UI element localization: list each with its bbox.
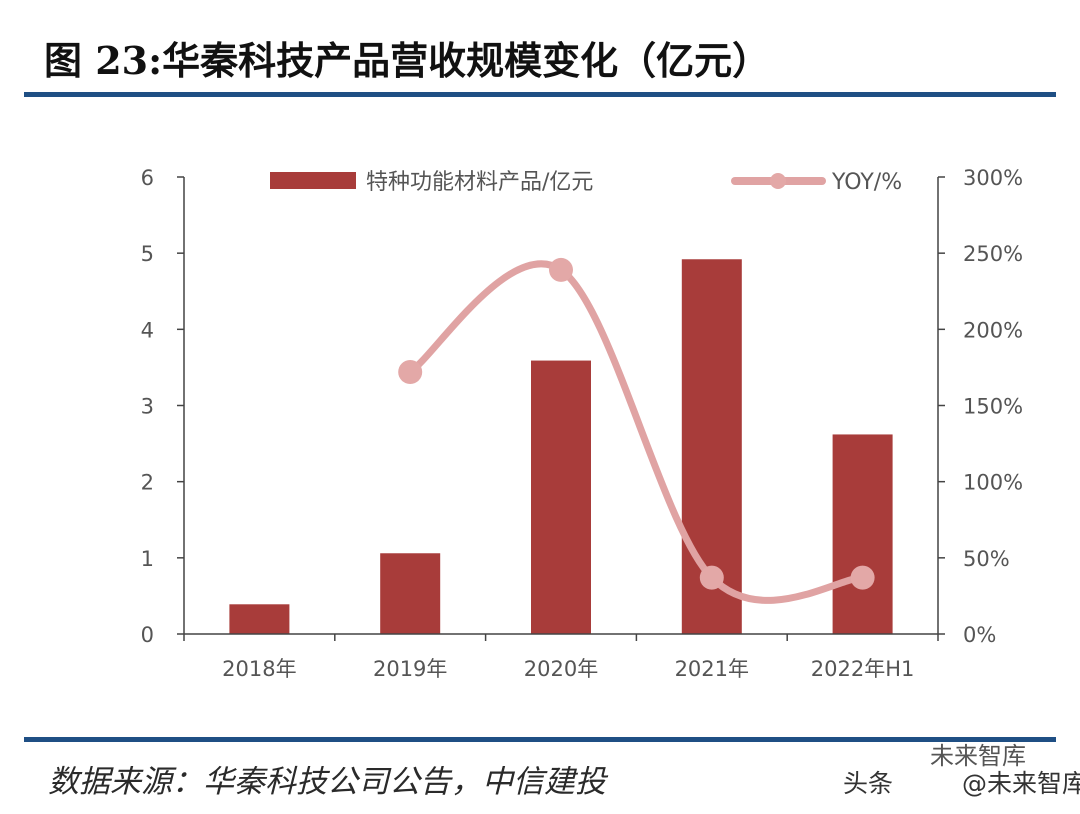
y-left-tick-label-6: 6 [141,166,154,190]
y-right-tick-label-4: 200% [963,318,1023,342]
y-right-tick-label-2: 100% [963,471,1023,495]
y-left-tick-label-2: 2 [141,471,154,495]
bar-4 [832,434,893,634]
y-left-tick-label-4: 4 [141,318,154,342]
bar-0 [229,604,290,634]
legend-line-label: YOY/% [831,170,902,195]
bottom-rule [24,737,1056,742]
y-left-tick-label-3: 3 [141,395,154,419]
legend-bar-swatch [270,172,356,189]
platform-watermark: 头条 [843,769,894,798]
source-note: 数据来源：华秦科技公司公告，中信建投 [48,764,606,800]
yoy-line [406,260,867,604]
account-watermark: @未来智库 [962,769,1080,798]
yoy-point-2 [549,257,573,282]
x-tick-label-2: 2020年 [524,657,598,681]
y-right-tick-label-5: 250% [963,242,1023,266]
yoy-point-4 [850,565,875,590]
y-left-tick-label-0: 0 [141,623,154,647]
x-tick-label-0: 2018年 [222,657,296,681]
wechat-watermark: 未来智库 [930,742,1026,770]
y-right-tick-label-0: 0% [963,623,996,647]
y-right-tick-label-1: 50% [963,547,1010,571]
legend-bar-label: 特种功能材料产品/亿元 [366,170,593,195]
legend-line-marker [770,173,786,189]
y-left-tick-label-1: 1 [141,547,154,571]
x-tick-label-3: 2021年 [675,657,749,681]
x-tick-label-4: 2022年H1 [811,657,915,681]
yoy-point-3 [699,565,724,590]
x-tick-label-1: 2019年 [373,657,447,681]
y-right-tick-label-3: 150% [963,395,1023,419]
page-title: 图 23:华秦科技产品营收规模变化（亿元） [44,38,771,83]
bar-1 [380,553,441,634]
y-right-tick-label-6: 300% [963,166,1023,190]
y-left-tick-label-5: 5 [141,242,154,266]
legend: 特种功能材料产品/亿元 YOY/% [270,170,902,195]
bar-2 [531,360,591,634]
top-rule [24,92,1056,97]
yoy-point-1 [398,359,423,384]
